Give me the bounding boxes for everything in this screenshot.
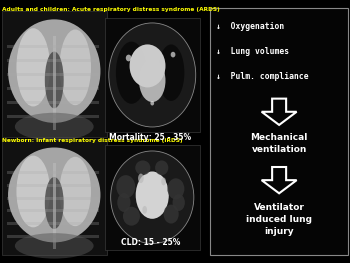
Ellipse shape	[60, 157, 91, 226]
Bar	[7, 59, 99, 62]
Text: Mechanical
ventilation: Mechanical ventilation	[251, 133, 308, 154]
Ellipse shape	[15, 113, 94, 140]
Ellipse shape	[60, 29, 91, 105]
Text: Newborn: Infant respiratory distress syndrome (iRDS): Newborn: Infant respiratory distress syn…	[2, 138, 182, 143]
Bar	[7, 87, 99, 90]
Ellipse shape	[16, 28, 50, 107]
Ellipse shape	[8, 19, 100, 123]
Ellipse shape	[167, 178, 184, 199]
Ellipse shape	[15, 233, 94, 259]
Bar	[105, 145, 200, 250]
Ellipse shape	[116, 175, 135, 198]
Bar	[7, 73, 99, 76]
Bar	[7, 222, 99, 225]
Bar	[7, 171, 99, 174]
Ellipse shape	[109, 23, 196, 127]
Ellipse shape	[8, 148, 100, 242]
Bar	[7, 209, 99, 212]
Text: Ventilator
induced lung
injury: Ventilator induced lung injury	[246, 203, 312, 236]
Ellipse shape	[130, 44, 166, 87]
Ellipse shape	[163, 205, 179, 224]
Text: ↓  Oxygenation: ↓ Oxygenation	[216, 22, 285, 31]
Bar	[7, 197, 99, 200]
Ellipse shape	[150, 101, 154, 105]
Ellipse shape	[158, 44, 184, 101]
Ellipse shape	[161, 178, 166, 185]
Ellipse shape	[16, 156, 50, 227]
Ellipse shape	[116, 42, 147, 104]
Bar	[210, 8, 348, 255]
Ellipse shape	[123, 207, 140, 226]
Ellipse shape	[111, 151, 194, 244]
Text: CLD: 15 - 25%: CLD: 15 - 25%	[121, 238, 180, 247]
Ellipse shape	[155, 160, 168, 175]
Bar	[7, 101, 99, 104]
Ellipse shape	[139, 59, 166, 102]
Bar	[105, 18, 200, 132]
Ellipse shape	[45, 177, 64, 229]
Text: Adults and children: Acute respiratory distress syndrome (ARDS): Adults and children: Acute respiratory d…	[2, 7, 219, 12]
Bar	[2, 11, 107, 137]
Bar	[52, 163, 56, 249]
Ellipse shape	[126, 55, 132, 61]
Text: ↓  Pulm. compliance: ↓ Pulm. compliance	[216, 72, 309, 81]
Ellipse shape	[171, 52, 175, 57]
Bar	[7, 45, 99, 48]
Ellipse shape	[117, 193, 131, 212]
Bar	[7, 115, 99, 118]
Text: ↓  Lung volumes: ↓ Lung volumes	[216, 47, 289, 56]
Ellipse shape	[45, 52, 64, 108]
Ellipse shape	[138, 174, 144, 183]
Ellipse shape	[173, 194, 185, 211]
Bar	[7, 184, 99, 187]
Ellipse shape	[136, 171, 169, 219]
Text: Mortality: 25 - 35%: Mortality: 25 - 35%	[110, 133, 191, 142]
Ellipse shape	[142, 206, 147, 214]
Bar	[2, 139, 107, 255]
Bar	[52, 36, 56, 130]
Ellipse shape	[135, 160, 150, 175]
Bar	[7, 235, 99, 238]
